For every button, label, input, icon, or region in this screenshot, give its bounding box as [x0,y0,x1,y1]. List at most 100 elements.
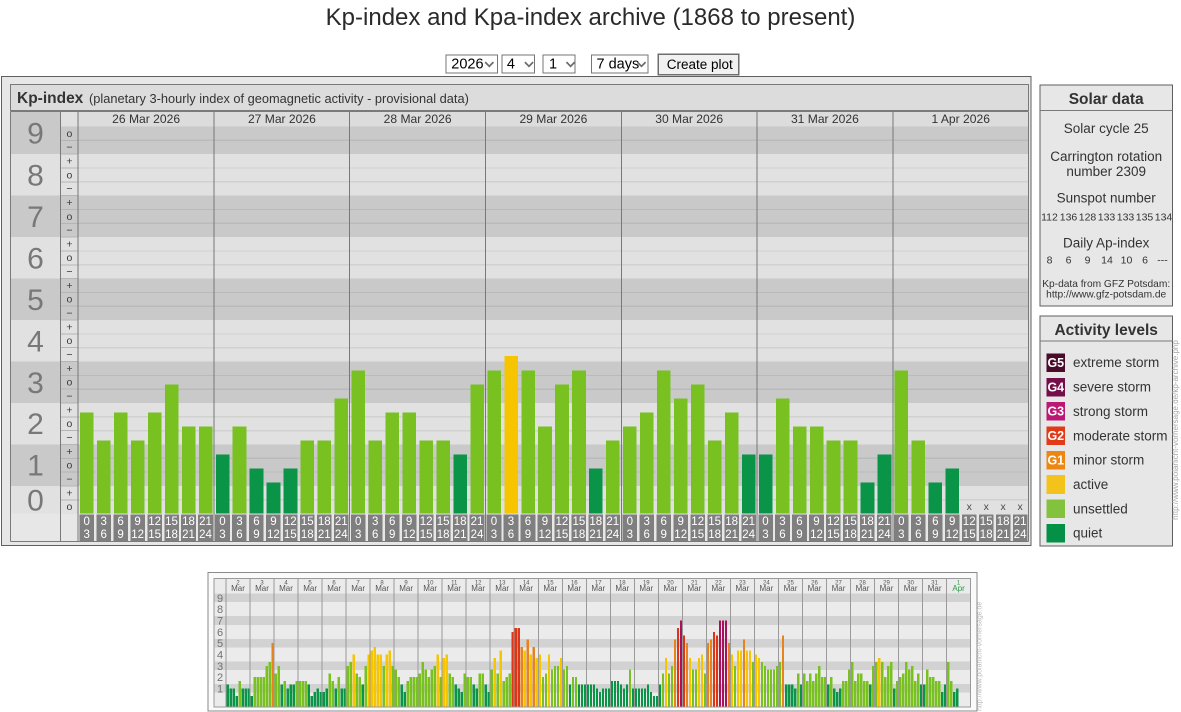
svg-text:24: 24 [1014,529,1027,541]
svg-text:12: 12 [131,529,144,541]
svg-text:9: 9 [270,516,276,528]
svg-text:x: x [1017,501,1023,513]
svg-text:+: + [66,487,72,499]
svg-text:Mar: Mar [231,584,245,593]
svg-text:6: 6 [508,529,514,541]
svg-text:o: o [66,252,72,264]
svg-text:o: o [66,377,72,389]
svg-text:Apr: Apr [952,584,965,593]
svg-text:12: 12 [420,516,433,528]
svg-text:12: 12 [963,516,976,528]
svg-text:6: 6 [660,516,666,528]
svg-text:9: 9 [1085,255,1091,267]
svg-text:15: 15 [284,529,297,541]
svg-text:18: 18 [165,529,178,541]
svg-text:4: 4 [27,325,44,358]
svg-text:Mar: Mar [760,584,774,593]
svg-text:134: 134 [1155,211,1173,223]
svg-text:Mar: Mar [447,584,461,593]
svg-text:Mar: Mar [351,584,365,593]
svg-text:18: 18 [708,529,721,541]
svg-text:http://www.gfz-potsdam.de: http://www.gfz-potsdam.de [1046,290,1166,301]
svg-text:12: 12 [539,529,552,541]
svg-text:27 Mar 2026: 27 Mar 2026 [248,112,316,126]
svg-text:http://www.polarlicht-vorhersa: http://www.polarlicht-vorhersage.de [977,602,984,711]
svg-text:9: 9 [404,580,408,586]
svg-text:21: 21 [691,580,698,586]
svg-text:Mar: Mar [519,584,533,593]
svg-text:+: + [66,280,72,292]
svg-text:1: 1 [217,683,223,695]
svg-text:15: 15 [148,529,161,541]
svg-text:18: 18 [301,529,314,541]
svg-text:Solar data: Solar data [1069,91,1144,108]
svg-text:Mar: Mar [856,584,870,593]
svg-text:10: 10 [1121,255,1133,267]
svg-text:24: 24 [335,529,348,541]
svg-text:18: 18 [589,516,602,528]
svg-text:12: 12 [556,516,569,528]
svg-text:19: 19 [643,580,650,586]
svg-text:Carrington rotation: Carrington rotation [1050,149,1162,164]
svg-text:4: 4 [284,580,288,586]
svg-text:Mar: Mar [688,584,702,593]
svg-text:17: 17 [595,580,602,586]
svg-text:o: o [66,501,72,513]
svg-text:12: 12 [403,529,416,541]
svg-text:9: 9 [813,516,819,528]
svg-text:8: 8 [380,580,384,586]
svg-text:G3: G3 [1047,405,1064,419]
svg-text:7: 7 [27,201,44,234]
svg-text:3: 3 [898,529,904,541]
svg-text:0: 0 [898,516,904,528]
svg-text:G4: G4 [1047,380,1064,394]
svg-text:o: o [66,460,72,472]
svg-text:1: 1 [957,580,961,586]
svg-text:9: 9 [406,516,412,528]
svg-text:9: 9 [932,529,938,541]
svg-text:Mar: Mar [639,584,653,593]
svg-text:Mar: Mar [423,584,437,593]
svg-text:Mar: Mar [808,584,822,593]
svg-text:31 Mar 2026: 31 Mar 2026 [791,112,859,126]
svg-text:+: + [66,446,72,458]
svg-text:21: 21 [182,529,195,541]
svg-text:Mar: Mar [255,584,269,593]
svg-text:23: 23 [739,580,746,586]
svg-text:Solar cycle 25: Solar cycle 25 [1064,121,1149,136]
svg-text:9: 9 [117,529,123,541]
svg-text:3: 3 [260,580,264,586]
svg-text:14: 14 [1101,255,1113,267]
svg-text:8: 8 [1047,255,1053,267]
svg-text:8: 8 [217,604,223,616]
svg-text:minor storm: minor storm [1073,453,1144,468]
svg-text:18: 18 [997,516,1010,528]
svg-text:21: 21 [1014,516,1027,528]
svg-text:21: 21 [471,516,484,528]
svg-text:27: 27 [835,580,842,586]
svg-text:+: + [66,197,72,209]
svg-text:21: 21 [454,529,467,541]
svg-text:0: 0 [219,516,225,528]
svg-text:18: 18 [861,516,874,528]
svg-text:21: 21 [318,529,331,541]
svg-text:14: 14 [523,580,530,586]
svg-text:22: 22 [715,580,722,586]
svg-text:12: 12 [827,516,840,528]
svg-text:+: + [66,404,72,416]
svg-text:Mar: Mar [904,584,918,593]
svg-text:1: 1 [549,57,557,73]
svg-text:11: 11 [451,580,458,586]
svg-text:24: 24 [763,580,770,586]
svg-text:6: 6 [915,529,921,541]
svg-text:Mar: Mar [712,584,726,593]
svg-text:3: 3 [779,516,785,528]
svg-text:12: 12 [946,529,959,541]
svg-text:Daily Ap-index: Daily Ap-index [1063,236,1150,251]
svg-text:21: 21 [861,529,874,541]
svg-text:3: 3 [355,529,361,541]
svg-text:2: 2 [236,580,240,586]
svg-text:3: 3 [100,516,106,528]
svg-text:15: 15 [844,516,857,528]
svg-text:15: 15 [420,529,433,541]
